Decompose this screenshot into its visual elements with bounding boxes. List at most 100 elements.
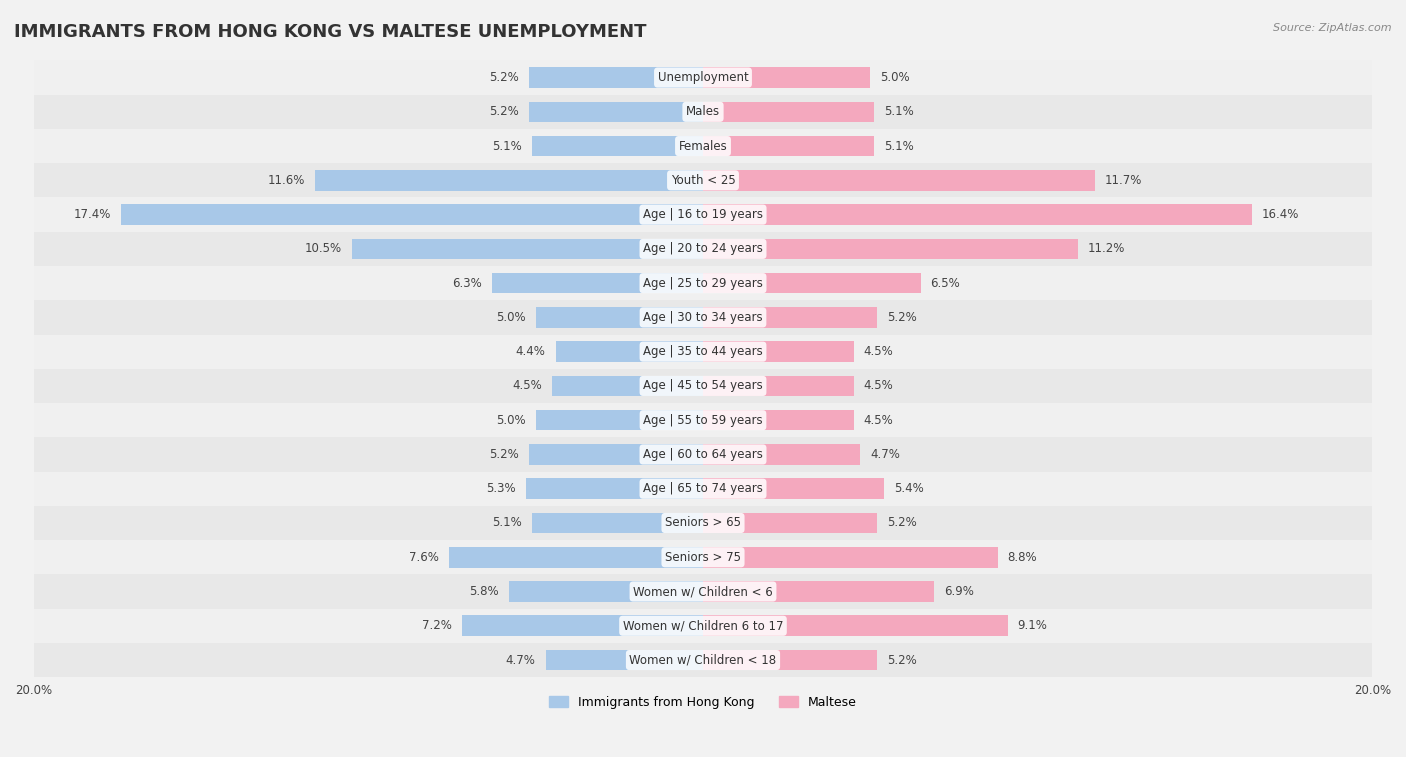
Text: Unemployment: Unemployment: [658, 71, 748, 84]
Bar: [703, 650, 877, 670]
Text: 5.4%: 5.4%: [894, 482, 924, 495]
Bar: [555, 341, 703, 362]
Text: 5.2%: 5.2%: [489, 448, 519, 461]
Text: 11.2%: 11.2%: [1088, 242, 1125, 255]
Bar: [536, 307, 703, 328]
Text: Age | 30 to 34 years: Age | 30 to 34 years: [643, 311, 763, 324]
Text: 5.2%: 5.2%: [887, 653, 917, 666]
Bar: [34, 232, 1372, 266]
Bar: [703, 341, 853, 362]
Text: Women w/ Children < 18: Women w/ Children < 18: [630, 653, 776, 666]
Bar: [34, 129, 1372, 164]
Bar: [34, 506, 1372, 540]
Text: 6.9%: 6.9%: [943, 585, 974, 598]
Bar: [34, 164, 1372, 198]
Text: Age | 35 to 44 years: Age | 35 to 44 years: [643, 345, 763, 358]
Text: Age | 20 to 24 years: Age | 20 to 24 years: [643, 242, 763, 255]
Bar: [34, 438, 1372, 472]
Bar: [449, 547, 703, 568]
Text: 5.3%: 5.3%: [486, 482, 516, 495]
Text: Source: ZipAtlas.com: Source: ZipAtlas.com: [1274, 23, 1392, 33]
Text: 5.1%: 5.1%: [492, 139, 522, 153]
Bar: [34, 198, 1372, 232]
Bar: [463, 615, 703, 636]
Bar: [703, 581, 934, 602]
Bar: [34, 301, 1372, 335]
Bar: [703, 478, 884, 499]
Text: Women w/ Children 6 to 17: Women w/ Children 6 to 17: [623, 619, 783, 632]
Text: 17.4%: 17.4%: [73, 208, 111, 221]
Text: 16.4%: 16.4%: [1263, 208, 1299, 221]
Text: 7.2%: 7.2%: [422, 619, 451, 632]
Bar: [703, 238, 1078, 259]
Bar: [703, 273, 921, 294]
Text: Seniors > 75: Seniors > 75: [665, 551, 741, 564]
Text: 5.1%: 5.1%: [492, 516, 522, 529]
Text: 5.2%: 5.2%: [887, 516, 917, 529]
Bar: [533, 136, 703, 157]
Text: 4.5%: 4.5%: [863, 379, 893, 392]
Text: Males: Males: [686, 105, 720, 118]
Text: 4.5%: 4.5%: [863, 345, 893, 358]
Bar: [536, 410, 703, 431]
Bar: [703, 615, 1008, 636]
Bar: [121, 204, 703, 225]
Text: 5.8%: 5.8%: [470, 585, 499, 598]
Text: 5.2%: 5.2%: [489, 71, 519, 84]
Bar: [703, 547, 997, 568]
Text: 5.1%: 5.1%: [884, 139, 914, 153]
Bar: [703, 444, 860, 465]
Bar: [509, 581, 703, 602]
Text: 4.5%: 4.5%: [863, 413, 893, 427]
Text: Youth < 25: Youth < 25: [671, 174, 735, 187]
Text: 4.7%: 4.7%: [506, 653, 536, 666]
Text: 8.8%: 8.8%: [1008, 551, 1038, 564]
Bar: [526, 478, 703, 499]
Bar: [703, 67, 870, 88]
Bar: [34, 472, 1372, 506]
Text: 11.7%: 11.7%: [1105, 174, 1142, 187]
Text: 6.5%: 6.5%: [931, 276, 960, 290]
Bar: [352, 238, 703, 259]
Bar: [315, 170, 703, 191]
Bar: [703, 170, 1095, 191]
Bar: [34, 369, 1372, 403]
Bar: [553, 375, 703, 396]
Bar: [529, 444, 703, 465]
Text: 11.6%: 11.6%: [267, 174, 305, 187]
Bar: [34, 540, 1372, 575]
Text: 10.5%: 10.5%: [304, 242, 342, 255]
Text: 5.0%: 5.0%: [496, 311, 526, 324]
Bar: [34, 609, 1372, 643]
Bar: [529, 67, 703, 88]
Text: Age | 25 to 29 years: Age | 25 to 29 years: [643, 276, 763, 290]
Text: 4.7%: 4.7%: [870, 448, 900, 461]
Bar: [533, 512, 703, 533]
Text: 4.5%: 4.5%: [513, 379, 543, 392]
Bar: [703, 101, 873, 122]
Text: Seniors > 65: Seniors > 65: [665, 516, 741, 529]
Bar: [703, 512, 877, 533]
Bar: [34, 266, 1372, 301]
Text: Age | 60 to 64 years: Age | 60 to 64 years: [643, 448, 763, 461]
Text: Age | 55 to 59 years: Age | 55 to 59 years: [643, 413, 763, 427]
Bar: [34, 643, 1372, 678]
Bar: [34, 95, 1372, 129]
Bar: [34, 575, 1372, 609]
Bar: [34, 61, 1372, 95]
Text: 4.4%: 4.4%: [516, 345, 546, 358]
Text: IMMIGRANTS FROM HONG KONG VS MALTESE UNEMPLOYMENT: IMMIGRANTS FROM HONG KONG VS MALTESE UNE…: [14, 23, 647, 41]
Text: 5.0%: 5.0%: [880, 71, 910, 84]
Bar: [34, 335, 1372, 369]
Bar: [703, 204, 1251, 225]
Bar: [703, 375, 853, 396]
Bar: [34, 403, 1372, 438]
Text: 7.6%: 7.6%: [409, 551, 439, 564]
Text: 6.3%: 6.3%: [453, 276, 482, 290]
Bar: [703, 410, 853, 431]
Bar: [492, 273, 703, 294]
Text: 5.2%: 5.2%: [489, 105, 519, 118]
Text: Women w/ Children < 6: Women w/ Children < 6: [633, 585, 773, 598]
Bar: [703, 307, 877, 328]
Bar: [546, 650, 703, 670]
